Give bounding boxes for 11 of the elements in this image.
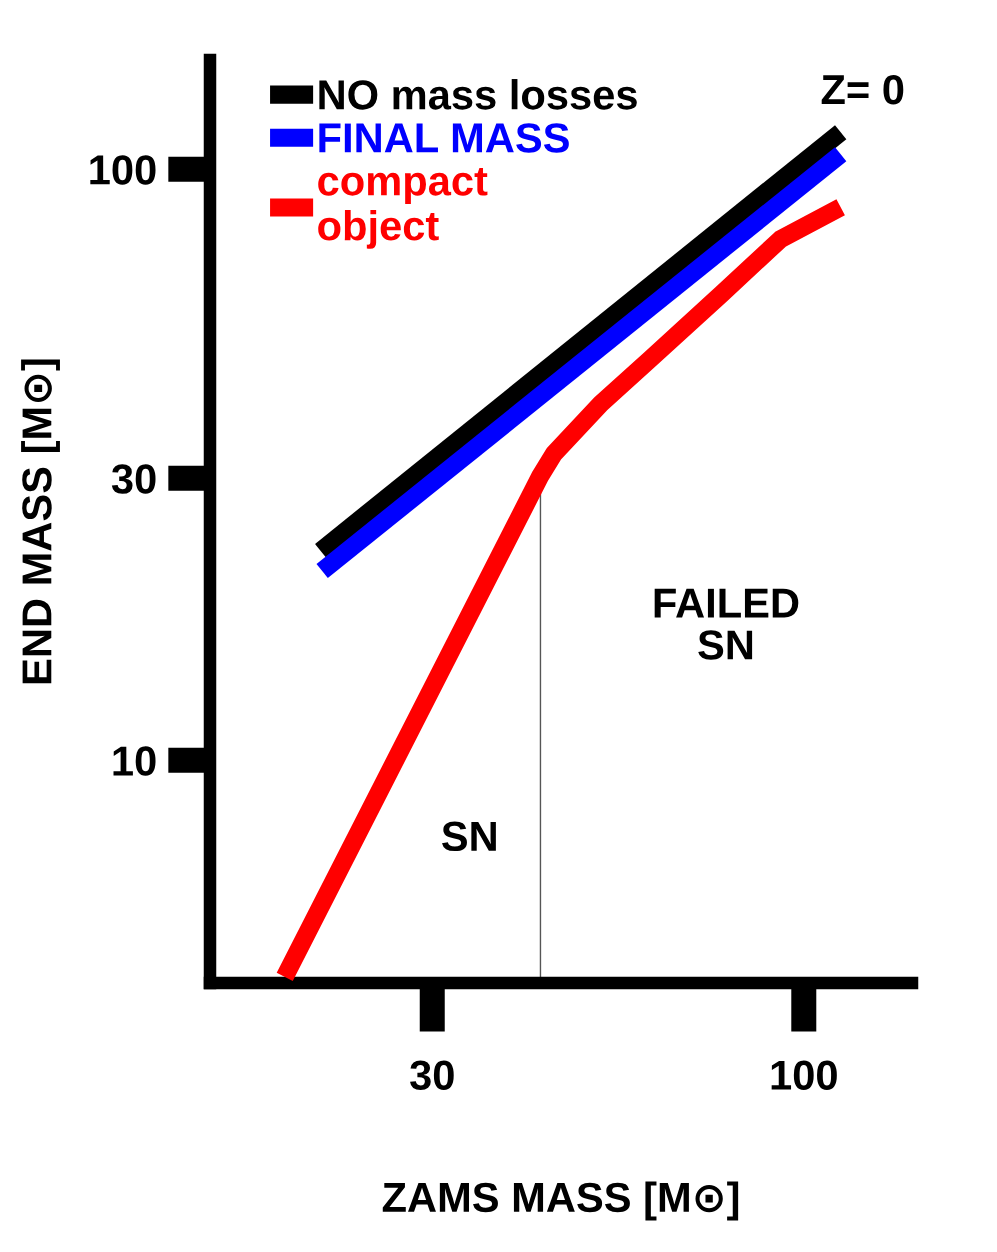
y-tick-label: 10 [113, 746, 156, 776]
legend-label: compact object [318, 168, 488, 249]
legend-label: NO mass losses [319, 79, 637, 110]
annotation: FAILED SN [654, 588, 799, 660]
y-tick-label: 100 [90, 155, 156, 185]
y-tick-label: 30 [111, 464, 156, 494]
legend-label: FINAL MASS [319, 123, 569, 153]
y-axis-title: END MASS [M⊙] [21, 359, 60, 684]
annotation: SN [442, 821, 496, 852]
annotation: Z= 0 [821, 74, 904, 105]
x-axis-title: ZAMS MASS [M⊙] [382, 1181, 739, 1221]
